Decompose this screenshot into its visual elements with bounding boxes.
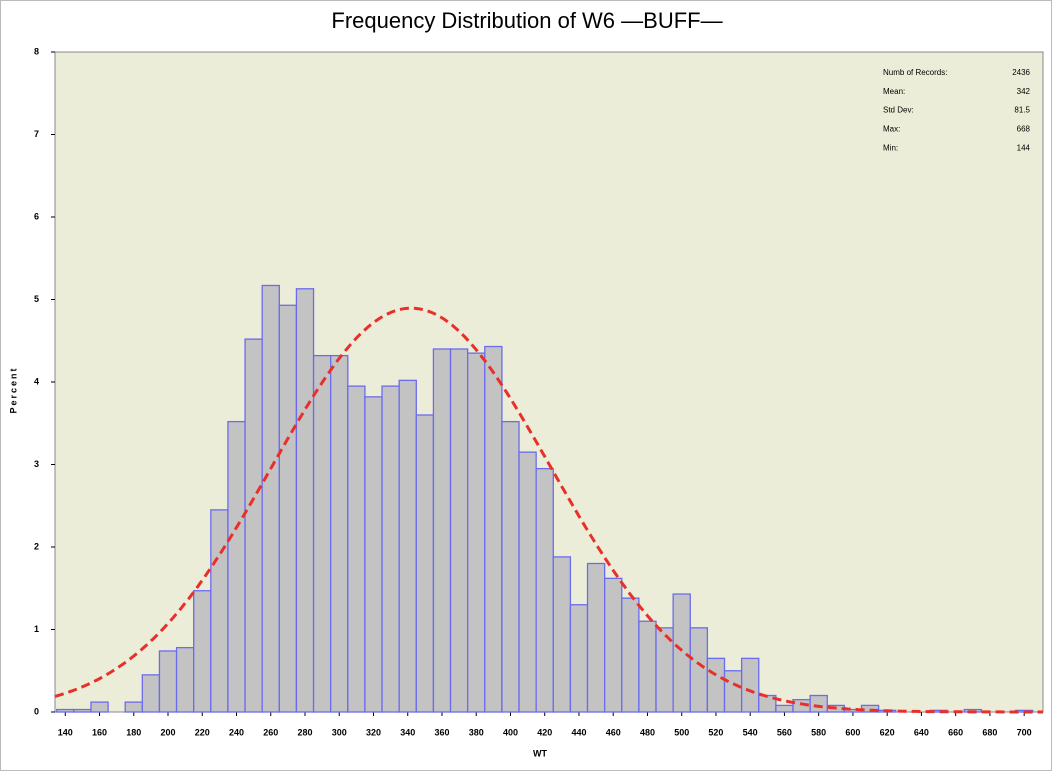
stat-label: Max: — [883, 125, 900, 134]
bar — [244, 338, 263, 713]
bar — [210, 509, 229, 713]
bar — [295, 288, 315, 713]
bar — [518, 451, 537, 713]
bar — [398, 379, 417, 713]
bar — [740, 657, 760, 713]
bar — [467, 352, 486, 713]
x-tick-label: 240 — [229, 727, 244, 737]
x-tick-label: 460 — [606, 727, 621, 737]
x-tick-label: 300 — [332, 727, 347, 737]
stat-label: Numb of Records: — [883, 68, 947, 77]
bar — [56, 708, 75, 713]
bar — [415, 414, 435, 713]
x-tick-label: 580 — [811, 727, 826, 737]
y-tick-label: 3 — [34, 459, 39, 469]
y-tick-label: 5 — [34, 294, 39, 304]
x-tick-label: 480 — [640, 727, 655, 737]
chart-title: Frequency Distribution of W6 —BUFF— — [331, 8, 722, 33]
x-tick-label: 640 — [914, 727, 929, 737]
bar — [501, 420, 520, 713]
y-tick-label: 2 — [34, 541, 39, 551]
bar — [809, 694, 828, 713]
x-tick-label: 140 — [58, 727, 73, 737]
x-tick-label: 340 — [400, 727, 415, 737]
bar — [124, 701, 143, 713]
bar — [569, 604, 589, 713]
bar — [175, 647, 195, 713]
x-tick-label: 680 — [982, 727, 997, 737]
bar — [141, 674, 161, 713]
bar — [672, 593, 691, 713]
normal-curve — [54, 306, 1043, 714]
x-tick-label: 520 — [708, 727, 723, 737]
stat-value: 81.5 — [1014, 106, 1030, 115]
bar — [347, 385, 366, 713]
stat-value: 668 — [1017, 125, 1031, 134]
y-tick-label: 6 — [34, 211, 39, 221]
bar — [775, 704, 794, 713]
x-tick-label: 620 — [880, 727, 895, 737]
bar — [278, 304, 298, 713]
bar — [621, 597, 640, 713]
x-tick-label: 200 — [160, 727, 175, 737]
x-tick-label: 700 — [1017, 727, 1032, 737]
bar — [381, 385, 400, 713]
bar — [261, 284, 280, 713]
x-tick-label: 660 — [948, 727, 963, 737]
stat-label: Std Dev: — [883, 106, 914, 115]
x-tick-label: 180 — [126, 727, 141, 737]
y-tick-label: 0 — [34, 706, 39, 716]
bar — [330, 354, 349, 713]
y-axis-label: Percent — [8, 366, 18, 413]
bar — [158, 650, 178, 713]
x-tick-label: 380 — [469, 727, 484, 737]
y-tick-label: 8 — [34, 46, 39, 56]
bar — [312, 354, 332, 713]
bar — [552, 556, 572, 713]
x-tick-label: 160 — [92, 727, 107, 737]
y-tick-label: 4 — [34, 376, 39, 386]
x-tick-label: 220 — [195, 727, 210, 737]
bar — [723, 670, 743, 713]
bar — [586, 562, 606, 713]
stat-value: 144 — [1017, 143, 1031, 152]
bar — [689, 627, 709, 713]
bar — [535, 467, 554, 713]
x-axis-label: WT — [533, 748, 547, 758]
bar — [193, 590, 212, 713]
x-tick-label: 440 — [571, 727, 586, 737]
bar — [432, 348, 452, 713]
stat-label: Mean: — [883, 87, 905, 96]
stat-value: 342 — [1017, 87, 1031, 96]
bar — [484, 345, 503, 713]
bar — [90, 701, 109, 713]
bar — [227, 420, 246, 713]
stat-label: Min: — [883, 143, 898, 152]
x-tick-label: 320 — [366, 727, 381, 737]
y-tick-label: 7 — [34, 129, 39, 139]
bar — [364, 396, 383, 713]
x-tick-label: 560 — [777, 727, 792, 737]
x-tick-label: 500 — [674, 727, 689, 737]
x-tick-label: 400 — [503, 727, 518, 737]
bar — [603, 577, 623, 713]
bar — [706, 657, 726, 713]
x-tick-label: 260 — [263, 727, 278, 737]
x-tick-label: 540 — [743, 727, 758, 737]
bar — [638, 620, 657, 713]
stat-value: 2436 — [1012, 68, 1030, 77]
bar — [449, 348, 469, 713]
x-tick-label: 360 — [434, 727, 449, 737]
x-tick-label: 420 — [537, 727, 552, 737]
x-tick-label: 600 — [845, 727, 860, 737]
y-tick-label: 1 — [34, 624, 39, 634]
x-tick-label: 280 — [297, 727, 312, 737]
bar — [73, 708, 92, 713]
